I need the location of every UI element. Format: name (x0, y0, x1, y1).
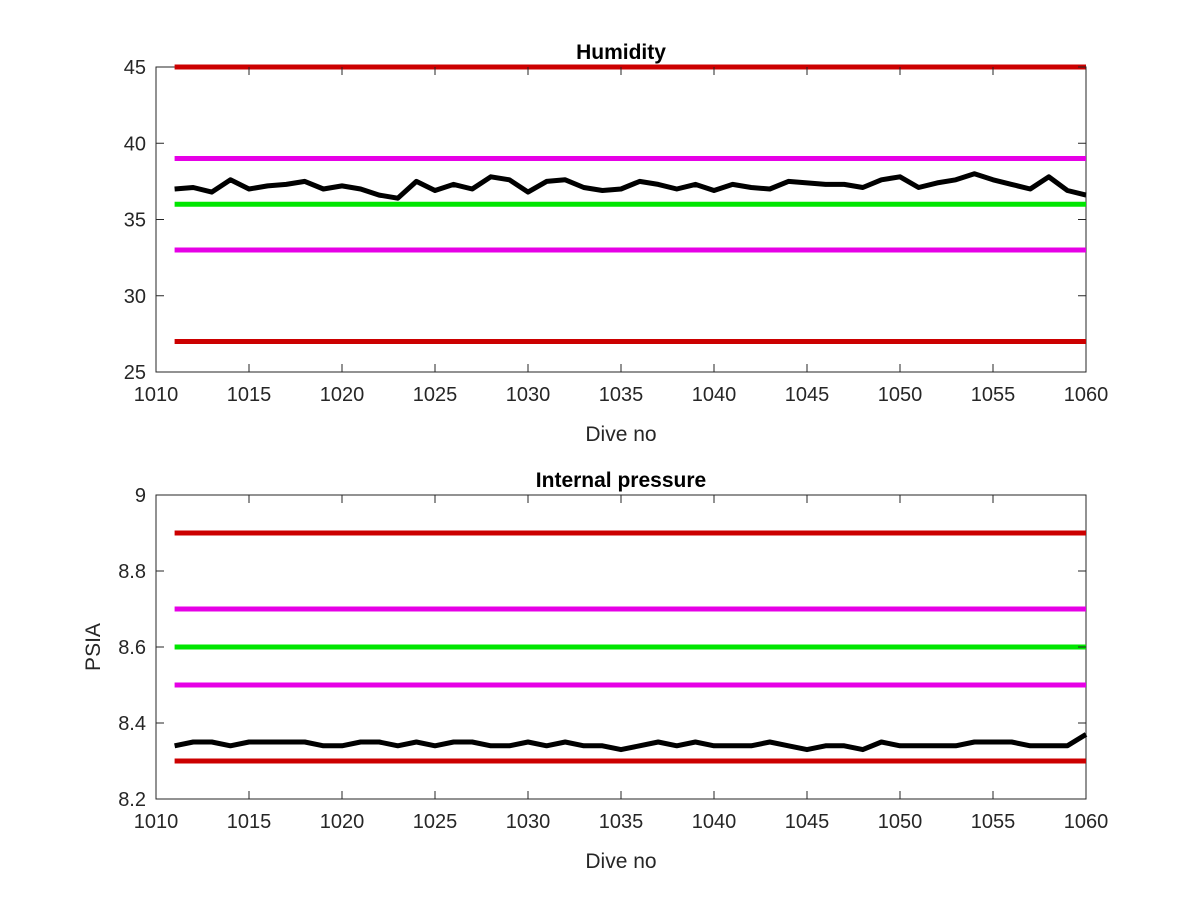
x-tick-label: 1035 (599, 811, 644, 833)
x-tick-label: 1030 (506, 811, 551, 833)
y-axis-label: PSIA (82, 623, 105, 671)
x-tick-label: 1025 (413, 384, 458, 406)
y-tick-label: 8.8 (118, 561, 146, 583)
x-tick-label: 1035 (599, 384, 644, 406)
y-tick-label: 8.4 (118, 713, 146, 735)
x-tick-label: 1015 (227, 811, 272, 833)
x-tick-label: 1050 (878, 811, 923, 833)
series-line (174, 171, 1087, 201)
x-tick-label: 1060 (1064, 811, 1109, 833)
x-tick-label: 1040 (692, 811, 737, 833)
x-tick-label: 1045 (785, 384, 830, 406)
x-tick-label: 1050 (878, 384, 923, 406)
y-tick-label: 25 (124, 362, 146, 384)
y-tick-label: 40 (124, 133, 146, 155)
x-tick-label: 1010 (134, 384, 179, 406)
x-tick-label: 1040 (692, 384, 737, 406)
plot-frame (155, 66, 1087, 373)
x-tick-label: 1055 (971, 811, 1016, 833)
y-tick-label: 35 (124, 210, 146, 232)
subplot-1: 1010 1015 1020 1025 1030 1035 1040 1045 1050 1055… (124, 41, 1109, 446)
x-tick-label: 1020 (320, 384, 365, 406)
y-tick-label: 45 (124, 57, 146, 79)
y-tick-label: 8.6 (118, 637, 146, 659)
x-axis-label: Dive no (585, 423, 656, 446)
y-tick-label: 8.2 (118, 789, 146, 811)
x-tick-label: 1055 (971, 384, 1016, 406)
x-tick-label: 1025 (413, 811, 458, 833)
y-tick-label: 9 (135, 485, 146, 507)
subplot-2: 1010 1015 1020 1025 1030 1035 1040 1045 1050 1055… (82, 469, 1108, 873)
y-tick-label: 30 (124, 286, 146, 308)
x-tick-label: 1020 (320, 811, 365, 833)
x-axis-label: Dive no (585, 850, 656, 873)
series-line (174, 732, 1088, 753)
chart-title: Humidity (576, 41, 666, 64)
x-tick-label: 1010 (134, 811, 179, 833)
chart-title: Internal pressure (536, 469, 706, 492)
x-tick-label: 1030 (506, 384, 551, 406)
x-tick-label: 1060 (1064, 384, 1109, 406)
x-tick-label: 1015 (227, 384, 272, 406)
x-tick-label: 1045 (785, 811, 830, 833)
